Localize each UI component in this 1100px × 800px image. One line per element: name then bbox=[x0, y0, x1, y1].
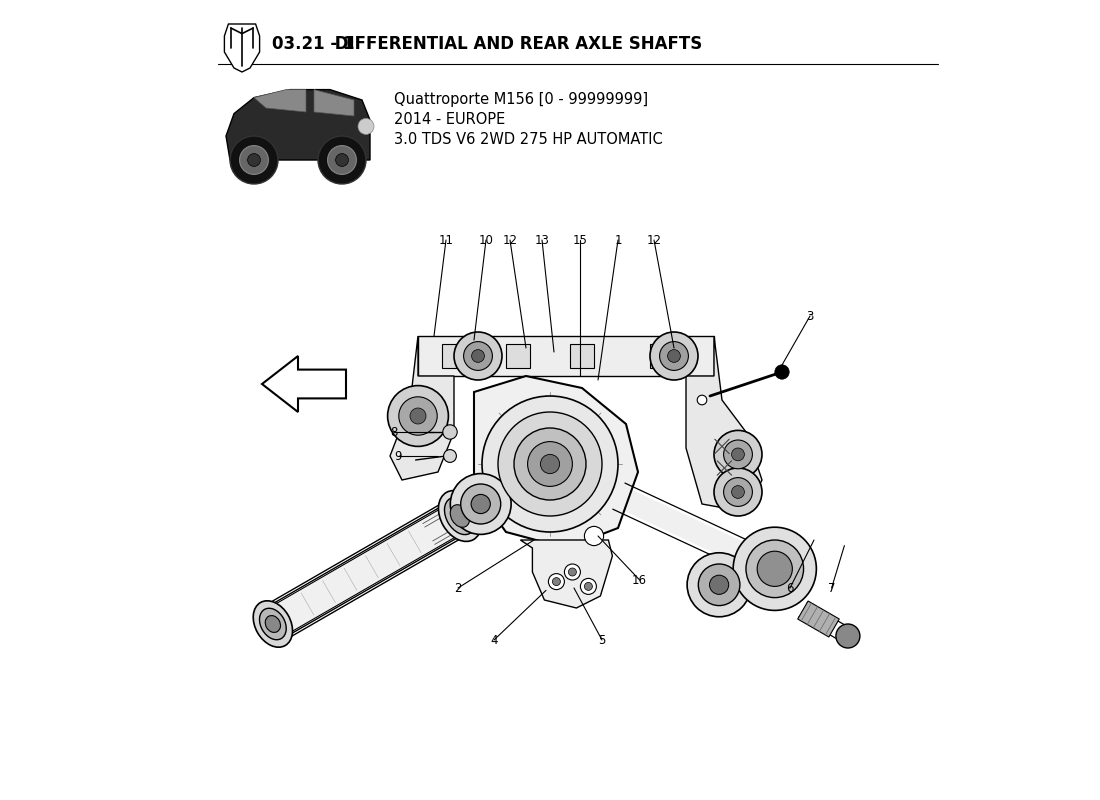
Polygon shape bbox=[520, 540, 613, 608]
Circle shape bbox=[358, 118, 374, 134]
Text: Quattroporte M156 [0 - 99999999]: Quattroporte M156 [0 - 99999999] bbox=[394, 92, 648, 106]
Circle shape bbox=[471, 494, 491, 514]
Circle shape bbox=[732, 448, 745, 461]
Polygon shape bbox=[224, 24, 260, 72]
Circle shape bbox=[528, 442, 572, 486]
Circle shape bbox=[650, 332, 699, 380]
Circle shape bbox=[746, 540, 804, 598]
Circle shape bbox=[660, 342, 689, 370]
Polygon shape bbox=[418, 336, 714, 376]
Text: 3: 3 bbox=[806, 310, 814, 322]
Circle shape bbox=[454, 332, 502, 380]
Circle shape bbox=[732, 486, 745, 498]
Polygon shape bbox=[650, 344, 674, 368]
Circle shape bbox=[328, 146, 356, 174]
Circle shape bbox=[734, 527, 816, 610]
Circle shape bbox=[443, 450, 456, 462]
Circle shape bbox=[482, 396, 618, 532]
Text: 9: 9 bbox=[394, 450, 402, 462]
Circle shape bbox=[387, 386, 449, 446]
Ellipse shape bbox=[439, 490, 482, 542]
Circle shape bbox=[540, 454, 560, 474]
Circle shape bbox=[318, 136, 366, 184]
Circle shape bbox=[443, 425, 458, 439]
Circle shape bbox=[581, 578, 596, 594]
Circle shape bbox=[336, 154, 349, 166]
Text: DIFFERENTIAL AND REAR AXLE SHAFTS: DIFFERENTIAL AND REAR AXLE SHAFTS bbox=[329, 35, 703, 53]
Circle shape bbox=[552, 578, 560, 586]
Circle shape bbox=[450, 474, 512, 534]
Text: 1: 1 bbox=[614, 234, 622, 246]
Ellipse shape bbox=[260, 608, 286, 640]
Circle shape bbox=[698, 564, 740, 606]
Polygon shape bbox=[226, 90, 370, 160]
Text: 13: 13 bbox=[535, 234, 549, 246]
Circle shape bbox=[463, 342, 493, 370]
Ellipse shape bbox=[265, 615, 280, 633]
Ellipse shape bbox=[450, 505, 470, 527]
Text: 5: 5 bbox=[598, 634, 606, 646]
Circle shape bbox=[410, 408, 426, 424]
Circle shape bbox=[584, 582, 593, 590]
Text: 3.0 TDS V6 2WD 275 HP AUTOMATIC: 3.0 TDS V6 2WD 275 HP AUTOMATIC bbox=[394, 132, 662, 146]
Circle shape bbox=[710, 575, 728, 594]
Circle shape bbox=[836, 624, 860, 648]
Text: 03.21 - 1: 03.21 - 1 bbox=[272, 35, 354, 53]
Polygon shape bbox=[798, 601, 839, 637]
Polygon shape bbox=[265, 496, 478, 638]
Polygon shape bbox=[614, 486, 780, 579]
Polygon shape bbox=[686, 336, 762, 512]
Polygon shape bbox=[262, 356, 346, 412]
Ellipse shape bbox=[253, 601, 293, 647]
Ellipse shape bbox=[444, 498, 475, 534]
Text: 16: 16 bbox=[632, 574, 647, 586]
Circle shape bbox=[498, 412, 602, 516]
Circle shape bbox=[461, 484, 500, 524]
Circle shape bbox=[757, 551, 792, 586]
Circle shape bbox=[724, 440, 752, 469]
Polygon shape bbox=[390, 336, 454, 480]
Text: 11: 11 bbox=[439, 234, 453, 246]
Polygon shape bbox=[570, 344, 594, 368]
Circle shape bbox=[714, 430, 762, 478]
Text: 4: 4 bbox=[491, 634, 497, 646]
Circle shape bbox=[724, 478, 752, 506]
Circle shape bbox=[569, 568, 576, 576]
Text: 6: 6 bbox=[786, 582, 794, 594]
Polygon shape bbox=[254, 90, 306, 112]
Polygon shape bbox=[442, 344, 466, 368]
Text: 8: 8 bbox=[390, 426, 398, 438]
Circle shape bbox=[549, 574, 564, 590]
Text: 2014 - EUROPE: 2014 - EUROPE bbox=[394, 112, 505, 126]
Circle shape bbox=[774, 365, 789, 379]
Circle shape bbox=[714, 468, 762, 516]
Circle shape bbox=[514, 428, 586, 500]
Circle shape bbox=[564, 564, 581, 580]
Text: 10: 10 bbox=[478, 234, 494, 246]
Circle shape bbox=[230, 136, 278, 184]
Text: 12: 12 bbox=[503, 234, 517, 246]
Circle shape bbox=[584, 526, 604, 546]
Text: 2: 2 bbox=[454, 582, 462, 594]
Circle shape bbox=[668, 350, 681, 362]
Polygon shape bbox=[314, 90, 354, 116]
Circle shape bbox=[240, 146, 268, 174]
Text: 15: 15 bbox=[573, 234, 587, 246]
Polygon shape bbox=[474, 376, 638, 548]
Circle shape bbox=[399, 397, 437, 435]
Text: 7: 7 bbox=[828, 582, 835, 594]
Polygon shape bbox=[506, 344, 530, 368]
Circle shape bbox=[697, 395, 707, 405]
Circle shape bbox=[688, 553, 751, 617]
Circle shape bbox=[472, 350, 484, 362]
Circle shape bbox=[248, 154, 261, 166]
Text: 12: 12 bbox=[647, 234, 661, 246]
